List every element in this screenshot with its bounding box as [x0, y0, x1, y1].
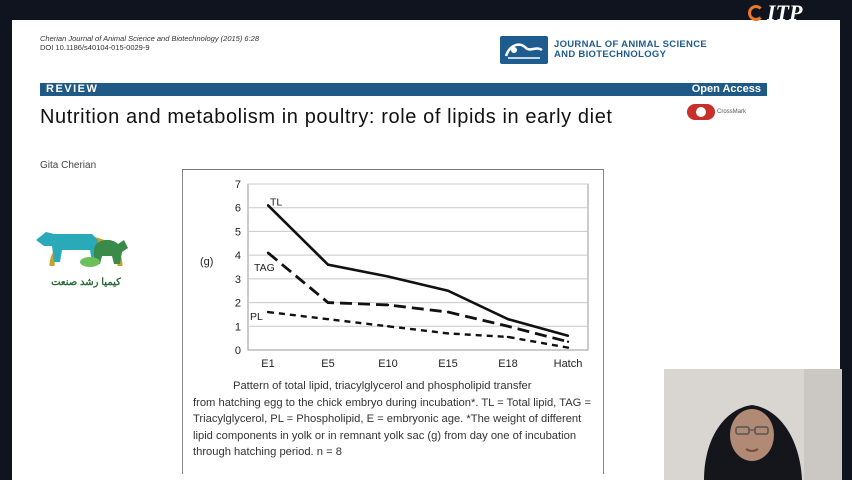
figure-caption: Pattern of total lipid, triacylglycerol …	[193, 378, 597, 461]
author-name: Gita Cherian	[40, 160, 97, 171]
paper-title: Nutrition and metabolism in poultry: rol…	[40, 106, 613, 128]
x-tick-label: E5	[321, 358, 334, 370]
series-line-tag	[267, 251, 569, 344]
itp-logo-text: ITP	[767, 0, 803, 25]
x-tick-label: Hatch	[554, 358, 583, 370]
presenter-webcam	[664, 369, 842, 480]
data-point-tl	[386, 275, 390, 278]
caption-rest: from hatching egg to the chick embryo du…	[193, 396, 591, 459]
cow-logo-icon	[36, 232, 128, 267]
data-point-tl	[566, 334, 570, 337]
journal-name-line2: AND BIOTECHNOLOGY	[554, 49, 667, 60]
figure-box: 0 1 2 3 4 5 6 7 E1 E5 E10 E15 E18 Hatch (g) TL TAG PL Pat…	[182, 169, 604, 474]
y-tick-label: 4	[235, 250, 241, 262]
data-point-tag	[326, 301, 330, 304]
journal-name: JOURNAL OF ANIMAL SCIENCE AND BIOTECHNOL…	[554, 40, 707, 60]
x-tick-label: E1	[261, 358, 274, 370]
y-tick-label: 7	[235, 179, 241, 191]
doi-line: DOI 10.1186/s40104-015-0029-9	[40, 43, 150, 52]
y-tick-label: 1	[235, 321, 241, 333]
series-line-tl	[267, 204, 569, 338]
data-point-pl	[386, 325, 390, 328]
caption-first-line: Pattern of total lipid, triacylglycerol …	[233, 380, 532, 392]
slide: Cherian Journal of Animal Science and Bi…	[12, 20, 840, 480]
y-axis-label: (g)	[200, 256, 213, 268]
data-point-pl	[506, 335, 510, 339]
series-label-tl: TL	[270, 196, 282, 208]
itp-logo-icon	[748, 5, 764, 21]
data-point-tl	[266, 204, 270, 207]
journal-name-line1: JOURNAL OF ANIMAL SCIENCE	[554, 39, 708, 50]
crossmark-label: CrossMark	[717, 109, 747, 115]
x-tick-label: E18	[498, 358, 518, 370]
watermark-text: کیمیا رشد صنعت	[51, 277, 121, 288]
crossmark-badge: CrossMark	[687, 104, 746, 120]
data-point-tl	[506, 317, 510, 321]
data-point-pl	[326, 317, 330, 321]
series-label-tag: TAG	[254, 262, 275, 274]
citation-line: Cherian Journal of Animal Science and Bi…	[40, 34, 260, 43]
data-point-tl	[446, 289, 450, 292]
y-tick-label: 5	[235, 226, 241, 238]
data-point-pl	[446, 332, 450, 335]
x-tick-label: E15	[438, 358, 458, 370]
journal-logo-icon	[500, 36, 548, 64]
paper-citation: Cherian Journal of Animal Science and Bi…	[40, 34, 259, 52]
data-point-tag	[506, 325, 510, 328]
y-tick-label: 6	[235, 203, 241, 215]
data-point-tag	[566, 340, 570, 343]
y-tick-label: 0	[235, 345, 241, 357]
series-label-pl: PL	[250, 311, 263, 323]
watermark-logo: کیمیا رشد صنعت	[32, 210, 140, 288]
presenter-video-icon	[664, 369, 842, 480]
x-tick-label: E10	[378, 358, 398, 370]
y-tick-label: 2	[235, 298, 241, 310]
section-band: REVIEW Open Access	[40, 83, 767, 96]
open-access-label: Open Access	[691, 83, 761, 95]
data-point-tag	[446, 310, 450, 314]
itp-logo: ITP	[748, 0, 802, 26]
plot-area	[247, 183, 589, 351]
crossmark-icon	[687, 104, 715, 120]
video-top-bar	[0, 0, 852, 20]
data-point-tag	[266, 251, 270, 254]
data-point-tag	[386, 303, 390, 307]
journal-header: JOURNAL OF ANIMAL SCIENCE AND BIOTECHNOL…	[500, 36, 707, 64]
data-point-pl	[266, 310, 270, 314]
line-chart: 0 1 2 3 4 5 6 7 E1 E5 E10 E15 E18 Hatch (g) TL TAG PL	[200, 179, 589, 370]
section-label: REVIEW	[46, 83, 99, 95]
data-point-pl	[566, 346, 570, 349]
data-point-tl	[326, 263, 330, 266]
y-tick-label: 3	[235, 274, 241, 286]
